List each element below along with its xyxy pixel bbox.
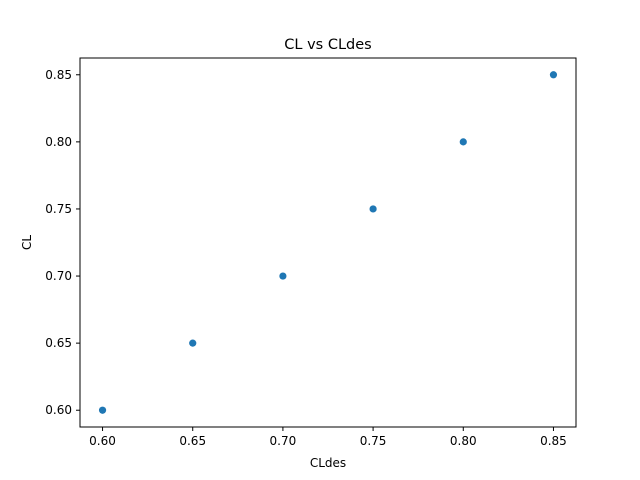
data-point (459, 138, 467, 146)
x-tick-label: 0.60 (89, 434, 116, 448)
x-tick-label: 0.85 (540, 434, 567, 448)
x-tick-label: 0.80 (450, 434, 477, 448)
y-tick-label: 0.70 (45, 269, 72, 283)
x-tick-label: 0.70 (270, 434, 297, 448)
plot-area (79, 57, 577, 428)
y-tick-label: 0.80 (45, 135, 72, 149)
y-tick-label: 0.60 (45, 403, 72, 417)
y-axis: 0.60 0.65 0.70 0.75 0.80 0.85 (45, 68, 80, 417)
data-point (369, 205, 377, 213)
y-tick-label: 0.75 (45, 202, 72, 216)
y-tick-label: 0.85 (45, 68, 72, 82)
data-point (98, 406, 107, 414)
data-point (279, 272, 287, 280)
y-axis-label: CL (20, 235, 34, 250)
y-tick-label: 0.65 (45, 336, 72, 350)
plot-frame (79, 57, 577, 428)
data-point (189, 339, 197, 347)
x-tick-label: 0.75 (360, 434, 387, 448)
chart-title: CL vs CLdes (284, 37, 371, 53)
x-axis: 0.60 0.65 0.70 0.75 0.80 0.85 (89, 427, 567, 448)
data-point (549, 71, 558, 79)
x-tick-label: 0.65 (179, 434, 206, 448)
data-points (98, 71, 558, 414)
x-axis-label: CLdes (310, 456, 346, 470)
